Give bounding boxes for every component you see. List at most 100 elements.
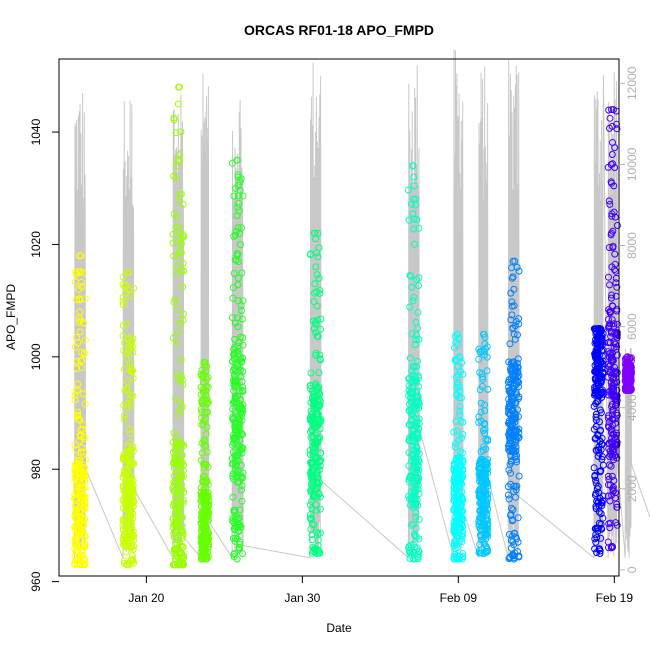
data-point (72, 268, 80, 276)
data-point (592, 490, 600, 497)
data-point (605, 106, 613, 114)
data-point (306, 382, 314, 390)
data-point (408, 433, 416, 441)
data-point (595, 336, 603, 344)
data-point (590, 464, 598, 472)
data-point (234, 274, 242, 282)
data-point (235, 339, 243, 346)
data-point (411, 341, 419, 348)
data-point (406, 303, 414, 311)
data-point (71, 391, 79, 399)
data-point (232, 184, 240, 192)
data-point (596, 550, 604, 557)
data-point (606, 524, 614, 532)
data-point (596, 406, 604, 414)
flight-rf12 (604, 106, 621, 552)
data-point (119, 281, 127, 289)
data-point (594, 368, 602, 376)
flight-rf01 (71, 252, 89, 569)
data-point (604, 414, 612, 422)
data-point (317, 315, 325, 323)
data-point (405, 382, 413, 390)
x-axis: Jan 20 Jan 30 Feb 09 Feb 19 (128, 576, 633, 605)
data-point (177, 356, 185, 364)
data-point (613, 500, 621, 508)
data-point (239, 401, 247, 409)
data-point (178, 526, 186, 534)
data-point (609, 415, 617, 423)
data-point (505, 495, 513, 503)
data-point (410, 173, 418, 181)
data-point (312, 431, 320, 439)
data-point (613, 222, 621, 229)
data-point (513, 426, 521, 434)
data-point (605, 273, 612, 281)
data-point (230, 269, 238, 277)
data-point (121, 416, 128, 424)
data-point (230, 550, 238, 558)
data-point (459, 370, 467, 378)
data-point (172, 549, 180, 557)
data-point (177, 190, 185, 198)
data-point (456, 407, 464, 415)
data-point (231, 319, 239, 327)
flight-rf05 (228, 156, 247, 563)
data-point (410, 363, 418, 371)
data-point (456, 468, 464, 476)
data-point (415, 336, 423, 343)
data-point (412, 318, 420, 326)
data-point (410, 182, 418, 190)
data-point (234, 449, 242, 457)
data-point (311, 421, 319, 429)
data-point (176, 229, 184, 237)
data-point (198, 366, 206, 374)
data-point (613, 283, 621, 291)
data-point (203, 506, 211, 514)
data-points (71, 83, 635, 569)
data-point (592, 476, 600, 484)
data-point (607, 361, 614, 369)
data-point (482, 466, 490, 473)
data-point (71, 502, 79, 510)
data-point (509, 372, 517, 380)
data-point (174, 157, 182, 165)
data-point (71, 441, 79, 449)
data-point (315, 395, 323, 403)
data-point (510, 448, 518, 456)
data-point (124, 347, 132, 355)
data-point (197, 405, 205, 413)
data-point (178, 376, 186, 384)
data-point (176, 319, 184, 327)
data-point (76, 328, 84, 336)
data-point (477, 455, 485, 463)
data-point (450, 505, 458, 513)
data-point (408, 421, 416, 429)
data-point (481, 508, 489, 516)
data-point (412, 533, 420, 541)
data-point (175, 410, 183, 418)
data-point (172, 518, 180, 526)
data-point (234, 342, 242, 350)
data-point (307, 415, 315, 423)
data-point (75, 469, 83, 477)
data-point (626, 354, 634, 362)
data-point (170, 500, 178, 507)
data-point (454, 341, 462, 349)
data-point (201, 523, 209, 530)
data-point (173, 213, 181, 221)
data-point (505, 555, 513, 563)
data-point (312, 439, 320, 447)
data-point (315, 369, 323, 377)
data-point (127, 520, 135, 528)
data-point (512, 486, 520, 494)
data-point (409, 382, 417, 390)
data-point (608, 151, 616, 158)
data-point (481, 340, 489, 348)
data-point (76, 296, 84, 304)
data-point (514, 538, 522, 546)
y2-axis: 0 2000 4000 6000 8000 10000 12000 (619, 66, 639, 573)
data-point (478, 491, 486, 499)
data-point (459, 430, 467, 438)
data-point (170, 459, 178, 467)
data-point (77, 426, 85, 434)
